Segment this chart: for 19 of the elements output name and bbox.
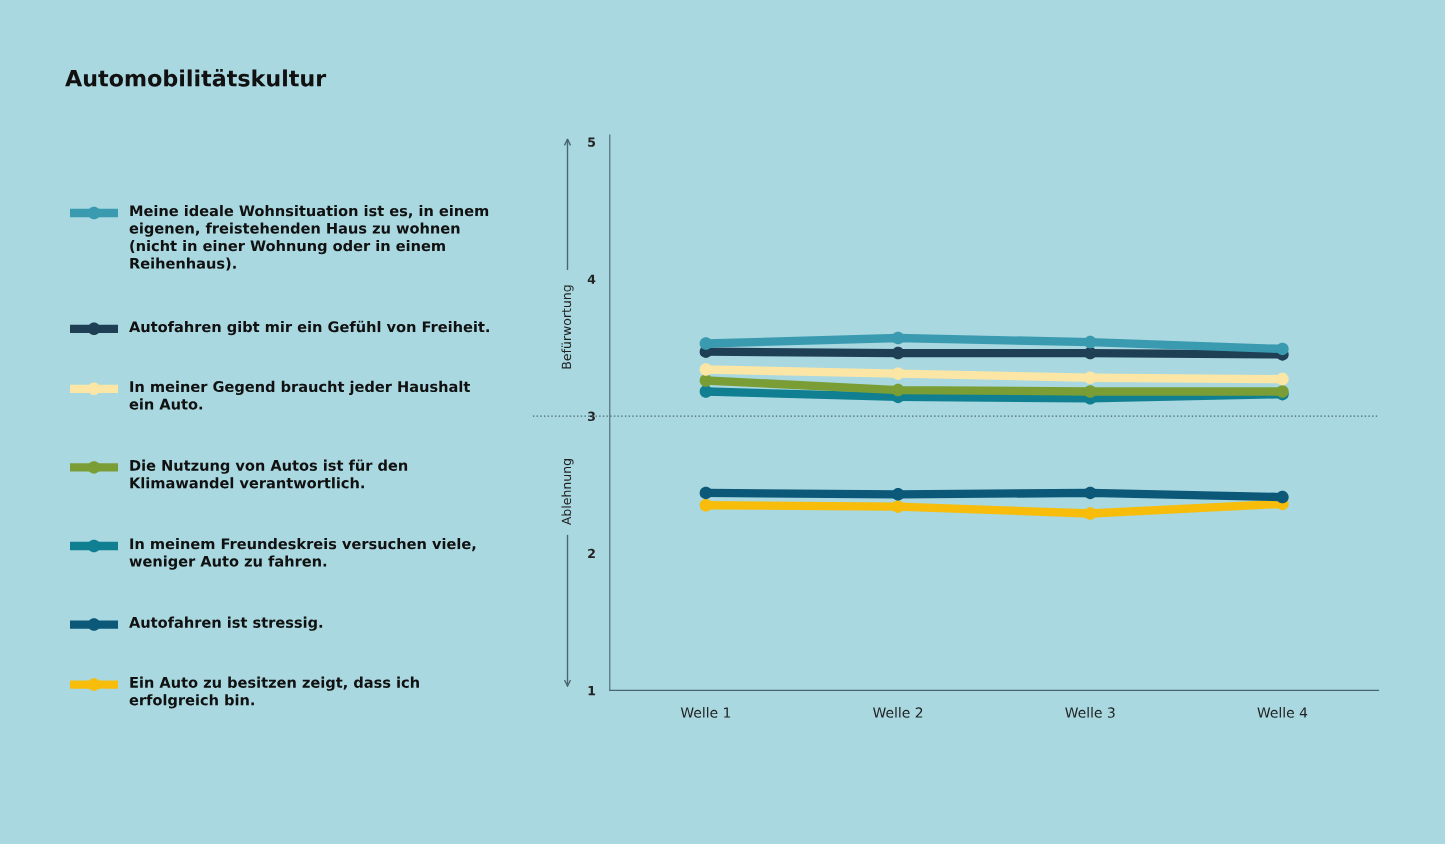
legend-label: Autofahren ist stressig. <box>129 616 323 631</box>
text: Automobilitätskultur <box>65 69 327 87</box>
legend-label: In meinem Freundeskreis versuchen viele, weniger Auto zu fahren. <box>129 538 476 570</box>
x-tick-label: Welle 4 <box>1257 707 1308 718</box>
y-tick-label: 5 <box>588 137 596 147</box>
y-tick-label: 4 <box>587 274 596 284</box>
y-tick-label: 1 <box>588 686 596 696</box>
y-tick-label: 3 <box>588 411 595 422</box>
legend-label: In meiner Gegend braucht jeder Haushalt ein Auto. <box>129 380 470 410</box>
legend-label: Meine ideale Wohnsituation ist es, in einem eigenen, freistehenden Haus zu wohnen (nicht in einer Wohnung oder in einem Reihenhaus). <box>129 205 489 271</box>
annotation: Ablehnung <box>561 459 574 526</box>
legend-label: Autofahren gibt mir ein Gefühl von Freiheit. <box>129 320 489 336</box>
legend-label: Ein Auto zu besitzen zeigt, dass ich erfolgreich bin. <box>129 676 419 709</box>
legend-label: Die Nutzung von Autos ist für den Klimawandel verantwortlich. <box>130 459 408 489</box>
annotation: Befürwortung <box>561 285 574 369</box>
x-tick-label: Welle 2 <box>873 707 923 718</box>
x-tick-label: Welle 3 <box>1065 707 1115 718</box>
x-tick-label: Welle 1 <box>680 707 731 718</box>
y-tick-label: 2 <box>588 548 595 559</box>
